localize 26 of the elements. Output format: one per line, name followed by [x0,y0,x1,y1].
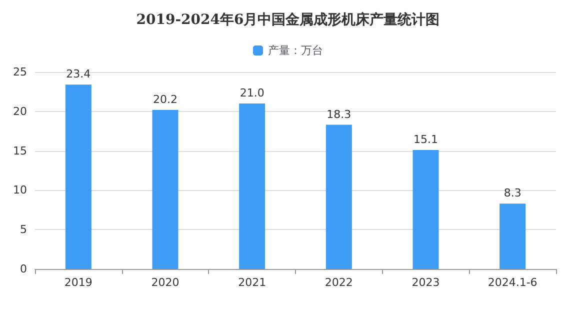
y-tick-label: 10 [13,184,27,197]
chart-title: 2019-2024年6月中国金属成形机床产量统计图 [136,11,440,28]
bar [326,124,352,269]
y-tick-label: 5 [20,223,27,236]
x-tick-label: 2024.1-6 [488,276,538,289]
y-tick-label: 15 [13,144,27,158]
bar [500,204,526,269]
y-tick-label: 0 [20,262,27,276]
text: 8.3 [504,186,522,200]
x-tick-label: 2019 [64,276,92,289]
x-tick-label: 2023 [412,276,440,289]
bar [65,84,92,269]
text: 21.0 [240,86,264,100]
x-tick-label: 2021 [238,276,266,289]
text: 18.3 [326,108,352,121]
text: 23.4 [66,68,91,81]
y-tick-label: 20 [13,104,27,118]
bar [412,150,439,269]
bar [152,110,178,269]
text: 15.1 [414,133,438,146]
bar [239,104,266,269]
y-tick-label: 25 [13,66,27,78]
x-tick-label: 2022 [324,276,353,289]
text: 20.2 [153,92,178,106]
x-tick-label: 2020 [151,276,180,289]
legend-label: 产量：万台 [268,44,323,57]
